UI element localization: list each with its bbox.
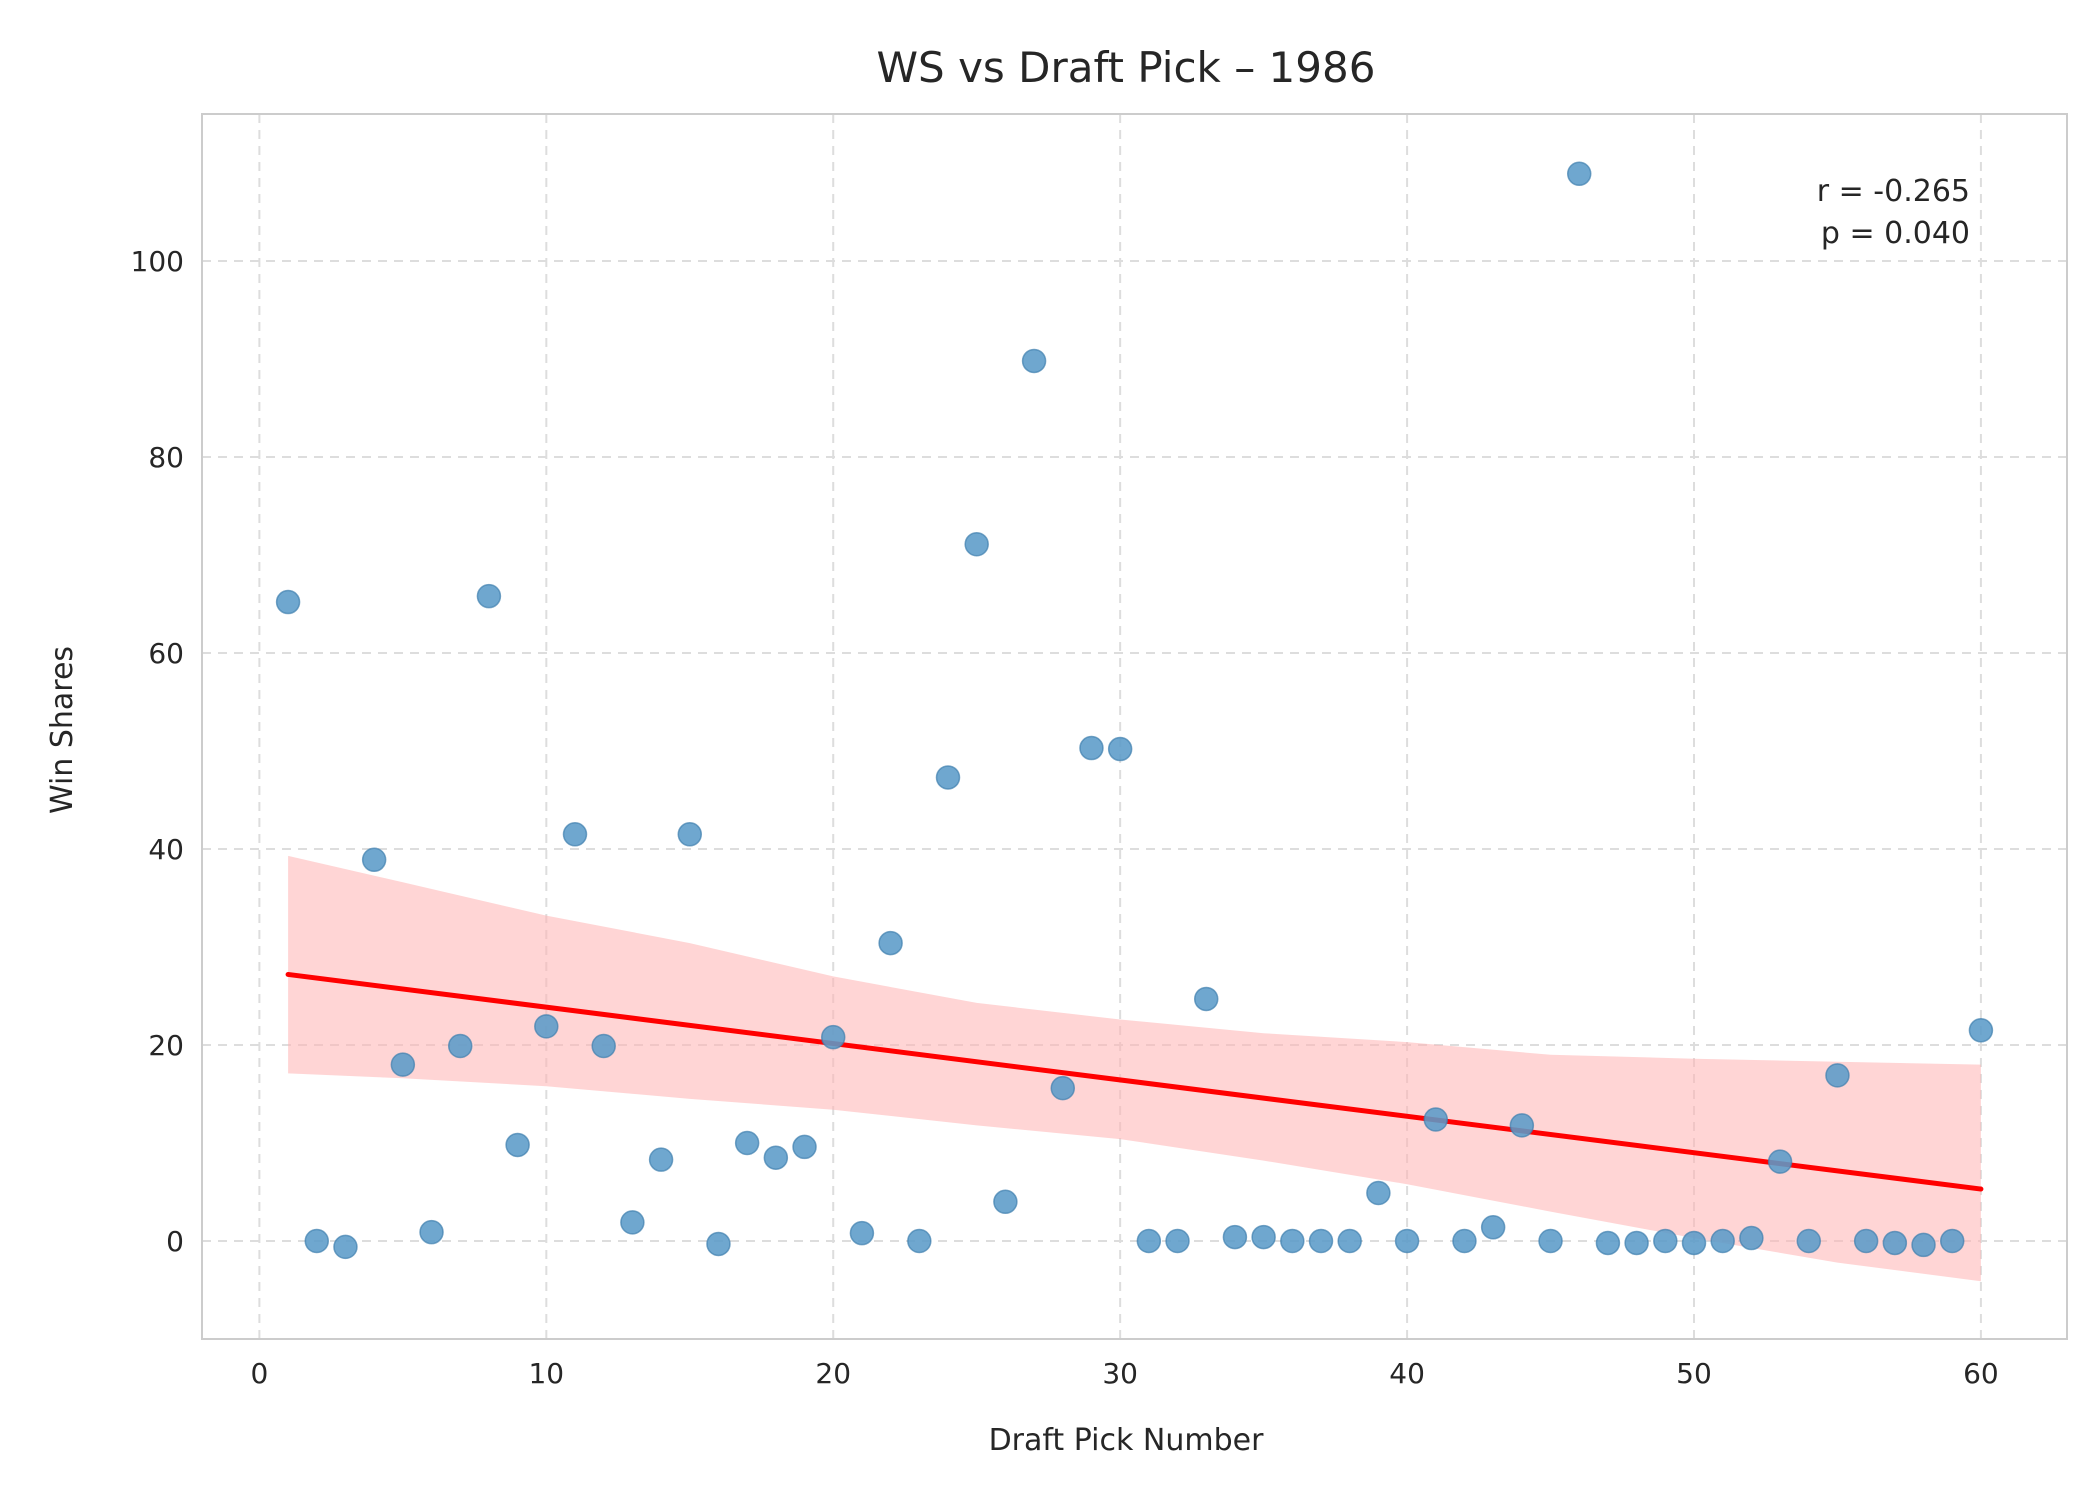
tick-labels: 0 10 20 30 40 50 60 0 20 40 60 80 100 bbox=[131, 245, 1999, 1390]
data-point bbox=[1079, 735, 1104, 761]
data-point bbox=[390, 1052, 416, 1077]
scatter-points bbox=[275, 161, 1994, 1260]
data-point bbox=[1165, 1228, 1190, 1254]
data-point bbox=[1222, 1224, 1248, 1250]
data-point bbox=[275, 589, 301, 615]
data-point bbox=[820, 1024, 846, 1050]
regression-line bbox=[285, 971, 1984, 1192]
x-tick-label: 10 bbox=[528, 1357, 564, 1390]
data-point bbox=[648, 1147, 674, 1172]
plot-frame bbox=[201, 113, 2068, 1340]
data-point bbox=[1566, 161, 1592, 187]
data-point bbox=[935, 765, 961, 790]
data-point bbox=[1624, 1230, 1649, 1256]
data-point bbox=[476, 583, 502, 609]
data-point bbox=[1882, 1230, 1908, 1256]
data-point bbox=[1911, 1232, 1936, 1258]
data-point bbox=[1251, 1224, 1276, 1250]
data-point bbox=[1853, 1228, 1879, 1254]
correlation-p-label: p = 0.040 bbox=[1821, 216, 1970, 251]
data-point bbox=[562, 822, 588, 847]
correlation-r-label: r = -0.265 bbox=[1817, 174, 1970, 209]
x-tick-label: 30 bbox=[1102, 1357, 1138, 1390]
data-point bbox=[1710, 1228, 1735, 1254]
data-point bbox=[1366, 1180, 1391, 1206]
data-point bbox=[706, 1231, 731, 1257]
x-tick-label: 20 bbox=[815, 1357, 851, 1390]
data-point bbox=[1653, 1228, 1678, 1254]
y-tick-label: 100 bbox=[131, 245, 184, 278]
y-tick-label: 40 bbox=[148, 833, 184, 866]
data-point bbox=[1452, 1228, 1477, 1254]
data-point bbox=[849, 1220, 875, 1246]
data-point bbox=[1107, 736, 1133, 762]
data-point bbox=[964, 531, 989, 557]
data-point bbox=[1968, 1018, 1994, 1043]
data-point bbox=[907, 1228, 932, 1254]
data-point bbox=[1480, 1215, 1506, 1240]
data-point bbox=[534, 1014, 559, 1039]
data-point bbox=[1939, 1228, 1965, 1254]
data-point bbox=[620, 1210, 645, 1235]
data-point bbox=[1337, 1228, 1362, 1254]
data-point bbox=[677, 822, 703, 847]
chart-title: WS vs Draft Pick – 1986 bbox=[877, 43, 1376, 92]
data-point bbox=[763, 1145, 789, 1170]
data-point bbox=[447, 1033, 473, 1059]
data-point bbox=[1280, 1228, 1305, 1254]
data-point bbox=[1739, 1225, 1764, 1251]
y-axis-label: Win Shares bbox=[45, 646, 80, 814]
y-tick-label: 60 bbox=[148, 637, 184, 670]
data-point bbox=[333, 1234, 358, 1260]
data-point bbox=[993, 1189, 1018, 1215]
confidence-band-layer bbox=[288, 855, 1981, 1282]
data-point bbox=[734, 1130, 760, 1156]
y-tick-label: 80 bbox=[148, 441, 184, 474]
data-point bbox=[1681, 1230, 1707, 1256]
x-tick-label: 0 bbox=[250, 1357, 268, 1390]
data-point bbox=[419, 1219, 444, 1245]
data-point bbox=[878, 930, 903, 956]
data-point bbox=[361, 847, 387, 873]
y-tick-label: 20 bbox=[148, 1029, 184, 1062]
data-point bbox=[792, 1134, 817, 1160]
x-axis-label: Draft Pick Number bbox=[989, 1423, 1265, 1458]
regression-line-layer bbox=[285, 971, 1984, 1192]
data-point bbox=[1193, 986, 1219, 1012]
data-point bbox=[505, 1132, 530, 1158]
data-point bbox=[1021, 348, 1047, 374]
data-point bbox=[1308, 1228, 1334, 1254]
data-point bbox=[1136, 1228, 1162, 1254]
confidence-band bbox=[288, 855, 1981, 1282]
data-point bbox=[1394, 1228, 1420, 1254]
data-point bbox=[591, 1033, 616, 1059]
data-point bbox=[1509, 1113, 1535, 1138]
data-point bbox=[1595, 1230, 1621, 1256]
data-point bbox=[1767, 1149, 1793, 1174]
data-point bbox=[1050, 1075, 1076, 1101]
x-tick-label: 60 bbox=[1963, 1357, 1999, 1390]
data-point bbox=[1796, 1228, 1822, 1254]
data-point bbox=[1825, 1063, 1850, 1088]
data-point bbox=[1538, 1228, 1563, 1254]
x-tick-label: 40 bbox=[1389, 1357, 1425, 1390]
data-point bbox=[304, 1228, 330, 1254]
x-tick-label: 50 bbox=[1676, 1357, 1712, 1390]
data-point bbox=[1423, 1107, 1449, 1132]
y-tick-label: 0 bbox=[166, 1225, 184, 1258]
